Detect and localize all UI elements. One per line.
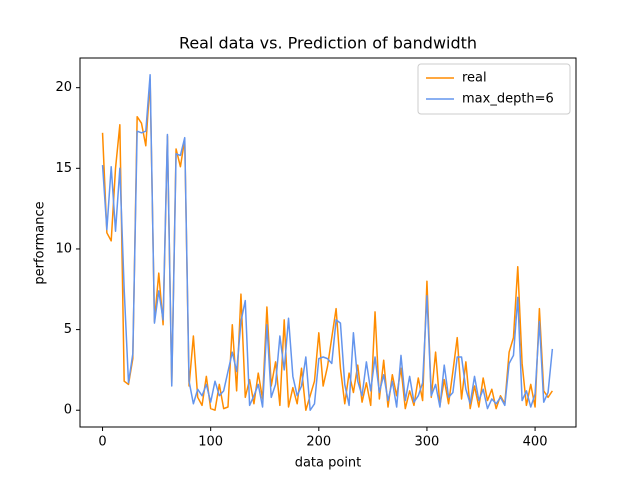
x-tick-label: 200 xyxy=(306,435,331,450)
y-tick-label: 20 xyxy=(55,80,72,95)
legend-label: max_depth=6 xyxy=(462,92,554,107)
x-axis-label: data point xyxy=(295,456,362,471)
chart-title: Real data vs. Prediction of bandwidth xyxy=(179,34,477,53)
x-tick-label: 0 xyxy=(98,435,106,450)
x-tick-label: 400 xyxy=(523,435,548,450)
axes-frame xyxy=(79,57,577,428)
x-tick-label: 100 xyxy=(198,435,223,450)
y-tick-label: 0 xyxy=(64,403,72,418)
line-series xyxy=(101,74,554,411)
legend-box xyxy=(417,63,571,115)
y-tick-label: 15 xyxy=(55,161,72,176)
y-tick-label: 10 xyxy=(55,241,72,256)
y-axis-label: performance xyxy=(33,201,48,284)
x-tick-label: 300 xyxy=(415,435,440,450)
legend-label: real xyxy=(462,71,487,86)
y-tick-label: 5 xyxy=(64,322,72,337)
